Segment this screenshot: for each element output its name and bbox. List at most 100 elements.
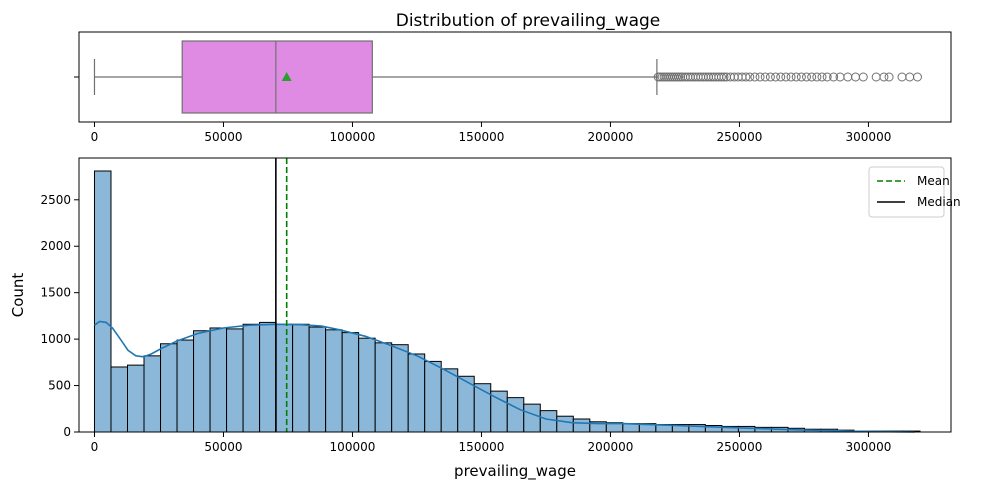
histogram-x-tick-label: 100000 [330, 440, 376, 454]
outlier-point [674, 72, 684, 82]
x-axis-label: prevailing_wage [454, 462, 576, 481]
legend-median-label: Median [917, 195, 961, 209]
chart-title: Distribution of prevailing_wage [396, 11, 661, 31]
histogram-y-tick-label: 2500 [40, 193, 71, 207]
outlier-point [796, 72, 806, 82]
outlier-point [802, 72, 812, 82]
histogram-bar [407, 353, 426, 433]
outlier-point [755, 72, 765, 82]
outlier-point [884, 72, 894, 82]
outlier-point [851, 72, 861, 82]
outlier-point [750, 72, 760, 82]
outlier-point [676, 72, 686, 82]
outlier-point [776, 72, 786, 82]
histogram-bar [506, 397, 525, 433]
histogram-bar [539, 410, 558, 433]
boxplot-outliers [653, 72, 922, 82]
legend-box [868, 166, 945, 218]
histogram-y-tick-label: 2000 [40, 239, 71, 253]
histogram-x-ticks: 0 50000 100000 150000 200000 250000 300000 [91, 432, 892, 454]
kde-curve [94, 320, 915, 433]
histogram-bars [93, 170, 921, 433]
histogram-bar [259, 321, 277, 433]
histogram-bar [292, 323, 310, 433]
outlier-point [760, 72, 770, 82]
histogram-bar [341, 332, 360, 433]
histogram-bar [110, 366, 129, 433]
outlier-point [716, 72, 726, 82]
histogram-bar [93, 170, 112, 433]
outlier-point [719, 72, 729, 82]
outlier-point [741, 72, 751, 82]
histogram-bar [275, 323, 294, 433]
boxplot-x-tick-label: 250000 [717, 130, 763, 144]
histogram-x-tick-label: 0 [91, 440, 99, 454]
outlier-point [897, 72, 907, 82]
histogram-bar [391, 344, 409, 433]
outlier-point [879, 72, 889, 82]
boxplot-x-tick-label: 100000 [330, 130, 376, 144]
histogram-bar [160, 343, 178, 433]
histogram-bar [358, 337, 376, 433]
histogram-bar [127, 364, 145, 433]
outlier-point [765, 72, 775, 82]
iqr-box [181, 40, 373, 114]
boxplot-x-tick-label: 300000 [846, 130, 892, 144]
legend-mean-label: Mean [917, 174, 950, 188]
outlier-point [812, 72, 822, 82]
histogram-x-tick-label: 50000 [204, 440, 242, 454]
boxplot-panel: Distribution of prevailing_wage 0 50000 10… [74, 11, 952, 144]
histogram-bar [490, 390, 508, 433]
boxplot-body [93, 40, 658, 114]
outlier-point [781, 72, 791, 82]
histogram-bar [308, 326, 327, 433]
legend: Mean Median [868, 166, 961, 218]
outlier-point [771, 72, 781, 82]
outlier-point [817, 72, 827, 82]
boxplot-x-ticks: 0 50000 100000 150000 200000 250000 300000 [91, 122, 892, 144]
outlier-point [829, 72, 839, 82]
outlier-point [745, 72, 755, 82]
boxplot-x-tick-label: 200000 [588, 130, 634, 144]
histogram-bar [193, 330, 211, 433]
histogram-bar [374, 342, 393, 433]
histogram-bar [424, 360, 442, 433]
y-axis-label: Count [9, 273, 27, 318]
histogram-bar [176, 339, 195, 433]
histogram-x-tick-label: 300000 [846, 440, 892, 454]
outlier-point [843, 72, 853, 82]
boxplot-x-tick-label: 150000 [459, 130, 505, 144]
histogram-bar [226, 328, 244, 433]
histogram-panel: 0 50000 100000 150000 200000 250000 300000 0 50… [9, 157, 961, 481]
outlier-point [791, 72, 801, 82]
histogram-y-tick-label: 1000 [40, 332, 71, 346]
histogram-x-tick-label: 250000 [717, 440, 763, 454]
histogram-bar [242, 323, 261, 433]
histogram-bar [440, 368, 459, 433]
outlier-point [672, 72, 682, 82]
boxplot-x-tick-label: 50000 [204, 130, 242, 144]
histogram-x-tick-label: 150000 [459, 440, 505, 454]
outlier-point [905, 72, 915, 82]
outlier-point [858, 72, 868, 82]
histogram-y-ticks: 0 500 1000 1500 2000 2500 [40, 193, 79, 439]
mean-marker [281, 72, 292, 81]
histogram-y-tick-label: 0 [63, 425, 71, 439]
boxplot-x-tick-label: 0 [91, 130, 99, 144]
histogram-bar [143, 355, 162, 433]
histogram-y-tick-label: 500 [48, 379, 71, 393]
outlier-point [912, 72, 922, 82]
histogram-bar [325, 329, 343, 433]
histogram-bar [523, 403, 541, 433]
histogram-bar [572, 418, 591, 433]
outlier-point [786, 72, 796, 82]
histogram-bar [209, 327, 228, 433]
histogram-y-tick-label: 1500 [40, 286, 71, 300]
histogram-x-tick-label: 200000 [588, 440, 634, 454]
outlier-point [871, 72, 881, 82]
outlier-point [807, 72, 817, 82]
outlier-point [822, 72, 832, 82]
histogram-bar [556, 415, 574, 433]
histogram-axes-frame [78, 157, 952, 433]
